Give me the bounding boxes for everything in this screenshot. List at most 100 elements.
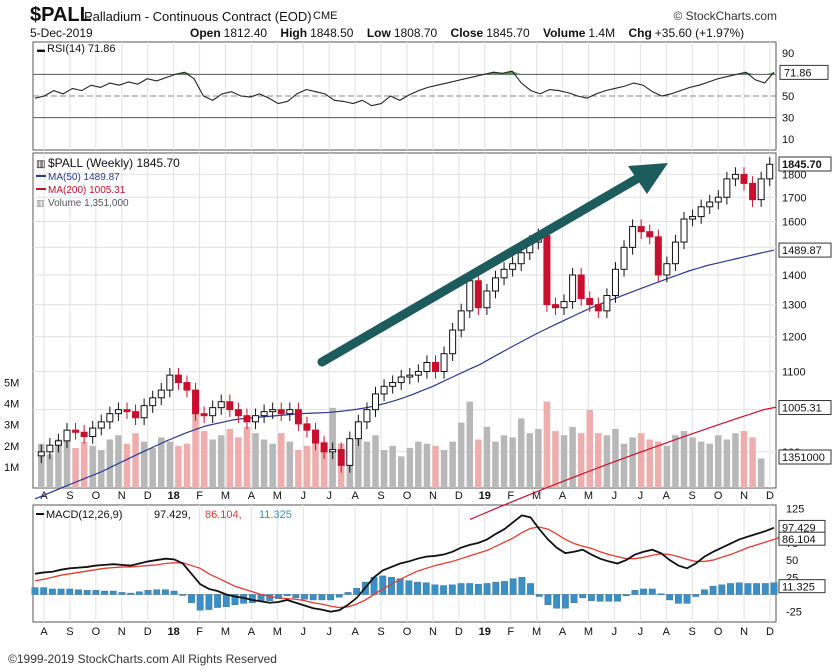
volume-y-tick: 5M (4, 378, 19, 390)
candle-body (277, 409, 285, 415)
macd-histogram-bar (718, 584, 726, 595)
candle-body (766, 163, 774, 180)
candle-body (577, 274, 585, 300)
volume-bar (483, 426, 491, 488)
candle-body (80, 431, 88, 438)
x-tick-label: F (507, 626, 514, 638)
x-tick-label: S (66, 490, 73, 502)
volume-bar (552, 431, 559, 488)
candle-body (671, 241, 679, 265)
price-panel (32, 152, 777, 489)
close-value: 1845.70 (486, 26, 530, 40)
volume-value-label-box (778, 449, 832, 465)
rsi-line (34, 70, 775, 107)
candle-body (569, 274, 577, 303)
low-value: 1808.70 (393, 26, 438, 40)
macd-histogram-bar (283, 594, 291, 597)
x-tick-label: N (429, 626, 437, 638)
volume-bar (577, 433, 585, 488)
candle-body (500, 268, 508, 279)
macd-histogram-bar (553, 594, 561, 609)
candle-body (611, 268, 619, 297)
candle-body (243, 415, 251, 423)
candle-body (252, 415, 260, 423)
candle-body (397, 376, 405, 384)
x-tick-label: O (92, 490, 101, 502)
x-tick-label: M (532, 490, 541, 502)
macd-histogram-bar (48, 588, 56, 595)
volume-bar (457, 422, 465, 488)
candle-body (723, 178, 731, 198)
price-last-label-box (778, 156, 832, 172)
trend-arrow-head (628, 163, 668, 194)
volume-bar (415, 441, 422, 488)
macd-histogram-bar (101, 590, 108, 595)
x-tick-label: N (740, 626, 748, 638)
candle-body (372, 393, 380, 411)
volume-bar (260, 439, 268, 488)
volume-bar (595, 433, 602, 488)
candle-body (466, 280, 474, 312)
candle-body (603, 295, 611, 312)
x-tick-label: D (766, 626, 774, 638)
volume-bar (372, 435, 379, 488)
volume-bar (466, 401, 474, 488)
candle-body (543, 235, 551, 306)
macd-histogram-bar (692, 594, 700, 597)
macd-histogram-bar (31, 587, 39, 595)
candle-body (414, 370, 422, 376)
x-tick-label: A (559, 626, 567, 638)
price-last-label: 1845.70 (782, 159, 822, 171)
volume-value-label: 1351000 (782, 452, 825, 464)
macd-histogram-bar (457, 583, 465, 595)
x-tick-label: M (273, 626, 282, 638)
candle-body (89, 427, 97, 438)
volume-bar (55, 439, 62, 488)
close-label: Close (450, 26, 484, 40)
candle-body (423, 362, 431, 372)
candle-body (517, 252, 525, 265)
volume-bar (560, 435, 568, 488)
signal-value-label-box (778, 531, 826, 546)
volume-bar (586, 409, 594, 488)
macd-histogram-bar (66, 588, 74, 595)
x-tick-label: M (584, 626, 593, 638)
price-y-tick: 1100 (782, 366, 806, 378)
candle-body (294, 409, 302, 425)
exchange-label: CME (313, 10, 338, 22)
macd-legend-signal: 86.104, (205, 509, 242, 521)
histogram-value-label: 11.325 (782, 582, 815, 594)
candle-body (654, 236, 662, 276)
open-value: 1812.40 (223, 26, 268, 40)
macd-histogram-bar (614, 594, 621, 602)
macd-histogram-bar (188, 594, 195, 603)
volume-bar (303, 445, 311, 488)
volume-bar (663, 445, 671, 488)
macd-value-label: 97.429 (782, 522, 816, 534)
volume-bar (277, 433, 285, 488)
volume-bar (397, 456, 405, 488)
volume-bar (620, 443, 628, 488)
x-tick-label: A (663, 490, 671, 502)
x-tick-label: N (740, 490, 748, 502)
x-tick-label: J (301, 626, 307, 638)
macd-histogram-bar (735, 582, 743, 595)
macd-histogram-bar (144, 590, 152, 595)
volume-bar (166, 441, 174, 488)
x-tick-label: D (144, 626, 152, 638)
candle-body (140, 405, 148, 419)
instrument-name: Palladium - Continuous Contract (EOD) (84, 9, 312, 24)
x-tick-label: 19 (479, 490, 491, 502)
macd-histogram-bar (153, 589, 161, 595)
x-tick-label: N (118, 626, 126, 638)
macd-histogram-bar (205, 594, 213, 610)
candle-body (491, 277, 499, 292)
high-value: 1848.50 (310, 26, 354, 40)
volume-bar (175, 445, 182, 488)
volume-bar (140, 441, 148, 488)
candle-body (37, 451, 45, 457)
macd-histogram-bar (109, 590, 117, 595)
macd-histogram-bar (727, 583, 734, 595)
macd-histogram-bar (440, 585, 448, 595)
